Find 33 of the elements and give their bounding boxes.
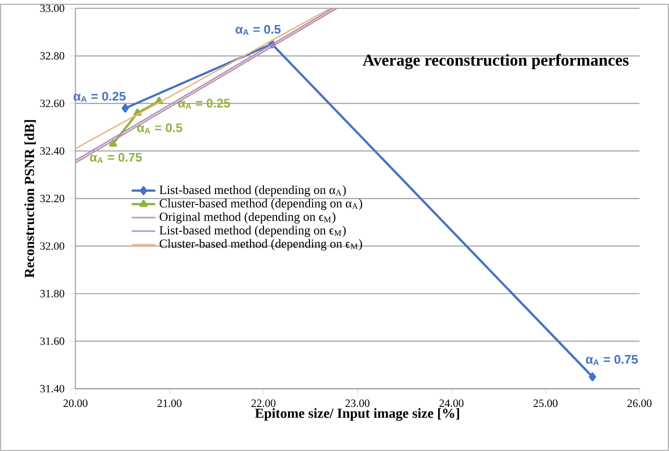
x-axis-title: Epitome size/ Input image size [%] bbox=[255, 408, 460, 421]
text: Average reconstruction performances bbox=[362, 54, 629, 70]
annotation: α$_{A}$ = 0.75 bbox=[90, 152, 142, 163]
x-tick-label: 22.00 bbox=[251, 399, 276, 407]
y-tick-label: 31.80 bbox=[40, 290, 64, 298]
annotation: α$_{A}$ = 0.75 bbox=[586, 354, 638, 365]
y-tick-label: 32.40 bbox=[40, 147, 64, 155]
x-tick-label: 23.00 bbox=[346, 399, 370, 407]
annotation: α$_{A}$ = 0.5 bbox=[137, 123, 182, 134]
y-tick-label: 31.60 bbox=[40, 337, 64, 345]
annotation: α$_{A}$ = 0.5 bbox=[236, 24, 281, 35]
legend-label: Original method (depending on ϵ$_{M}$) bbox=[160, 212, 336, 224]
y-tick-label: 32.60 bbox=[40, 100, 64, 108]
y-tick-label: 32.00 bbox=[40, 242, 64, 250]
legend-label: List-based method (depending on ϵ$_{M}$) bbox=[160, 226, 346, 237]
point bbox=[122, 104, 129, 113]
x-tick-label: 20.00 bbox=[63, 399, 88, 407]
y-tick-label: 32.80 bbox=[40, 52, 64, 60]
annotation: α$_{A}$ = 0.25 bbox=[74, 92, 126, 102]
legend-label: Cluster-based method (depending on ϵ$_{M}$) bbox=[160, 239, 362, 250]
point bbox=[109, 139, 118, 147]
y-tick-label: 33.00 bbox=[40, 4, 64, 12]
x-tick-label: 26.00 bbox=[628, 399, 652, 407]
x-tick-label: 25.00 bbox=[534, 399, 558, 407]
x-tick-label: 21.00 bbox=[157, 399, 182, 407]
x-tick-label: 24.00 bbox=[440, 399, 464, 407]
annotation: α$_{A}$ = 0.25 bbox=[178, 98, 230, 109]
legend-label: List-based method (depending on α$_{A}$) bbox=[160, 185, 346, 197]
y-tick-label: 31.40 bbox=[40, 384, 64, 392]
legend-label: Cluster-based method (depending on α$_{A}$) bbox=[160, 198, 362, 210]
y-axis-title: Reconstruction PSNR [dB] bbox=[24, 120, 36, 278]
point bbox=[588, 372, 596, 382]
y-tick-label: 32.20 bbox=[40, 194, 64, 202]
